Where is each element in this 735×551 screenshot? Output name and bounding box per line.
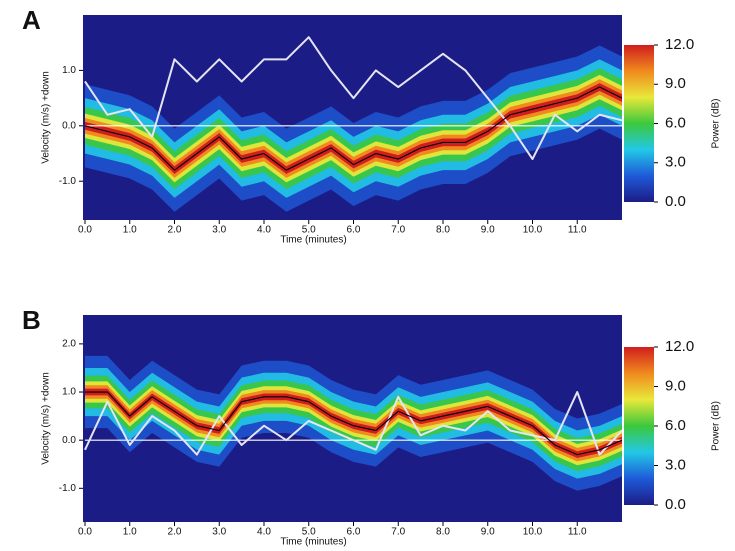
colorbar-tick-label: 9.0: [665, 75, 686, 92]
y-tick-label: -1.0: [59, 483, 77, 494]
colorbar-tick-label: 9.0: [665, 377, 686, 394]
colorbar-tick-label: 3.0: [665, 154, 686, 171]
x-tick-label: 5.0: [302, 527, 316, 538]
y-tick-label: 0.0: [62, 435, 76, 446]
x-tick-label: 3.0: [212, 527, 226, 538]
x-tick-label: 1.0: [123, 527, 137, 538]
colorbar-tick-label: 6.0: [665, 417, 686, 434]
x-tick-label: 9.0: [481, 527, 495, 538]
x-axis-label: Time (minutes): [280, 235, 346, 246]
y-tick-label: 1.0: [62, 65, 76, 76]
power-band: [85, 45, 622, 212]
colorbar-label: Power (dB): [711, 98, 722, 148]
x-tick-label: 5.0: [302, 225, 316, 236]
colorbar-tick-label: 0.0: [665, 193, 686, 210]
x-tick-label: 10.0: [523, 527, 543, 538]
x-tick-label: 4.0: [257, 527, 271, 538]
x-tick-label: 4.0: [257, 225, 271, 236]
y-axis-label: Velocity (m/s) +down: [41, 71, 52, 164]
x-tick-label: 7.0: [391, 225, 405, 236]
x-tick-label: 8.0: [436, 527, 450, 538]
x-tick-label: 7.0: [391, 527, 405, 538]
plot-area: [84, 36, 622, 212]
y-tick-label: -1.0: [59, 176, 77, 187]
colorbar: [624, 45, 654, 202]
colorbar-tick-label: 12.0: [665, 36, 694, 53]
plot-area: [84, 355, 622, 491]
series-line: [84, 86, 622, 171]
x-axis-label: Time (minutes): [280, 537, 346, 548]
colorbar-tick-label: 3.0: [665, 456, 686, 473]
colorbar-tick-label: 6.0: [665, 114, 686, 131]
panel-label: B: [22, 305, 41, 335]
y-tick-label: 0.0: [62, 120, 76, 131]
power-band: [85, 59, 622, 198]
x-tick-label: 2.0: [168, 527, 182, 538]
x-tick-label: 10.0: [523, 225, 543, 236]
colorbar-tick-label: 0.0: [665, 496, 686, 513]
x-tick-label: 8.0: [436, 225, 450, 236]
x-tick-label: 1.0: [123, 225, 137, 236]
series-line: [84, 36, 622, 161]
x-tick-label: 6.0: [347, 527, 361, 538]
x-tick-label: 0.0: [78, 225, 92, 236]
colorbar-tick-label: 12.0: [665, 338, 694, 355]
x-tick-label: 2.0: [168, 225, 182, 236]
y-tick-label: 1.0: [62, 387, 76, 398]
y-tick-label: 2.0: [62, 339, 76, 350]
x-tick-label: 6.0: [347, 225, 361, 236]
series-line: [85, 391, 622, 456]
power-band: [85, 79, 622, 178]
panel-label: A: [22, 5, 41, 35]
x-tick-label: 3.0: [212, 225, 226, 236]
colorbar-label: Power (dB): [711, 401, 722, 451]
x-tick-label: 9.0: [481, 225, 495, 236]
colorbar: [624, 347, 654, 505]
x-tick-label: 11.0: [568, 527, 587, 538]
x-tick-label: 11.0: [568, 225, 587, 236]
x-tick-label: 0.0: [78, 527, 92, 538]
series-line: [84, 391, 622, 456]
y-axis-label: Velocity (m/s) +down: [41, 372, 52, 465]
